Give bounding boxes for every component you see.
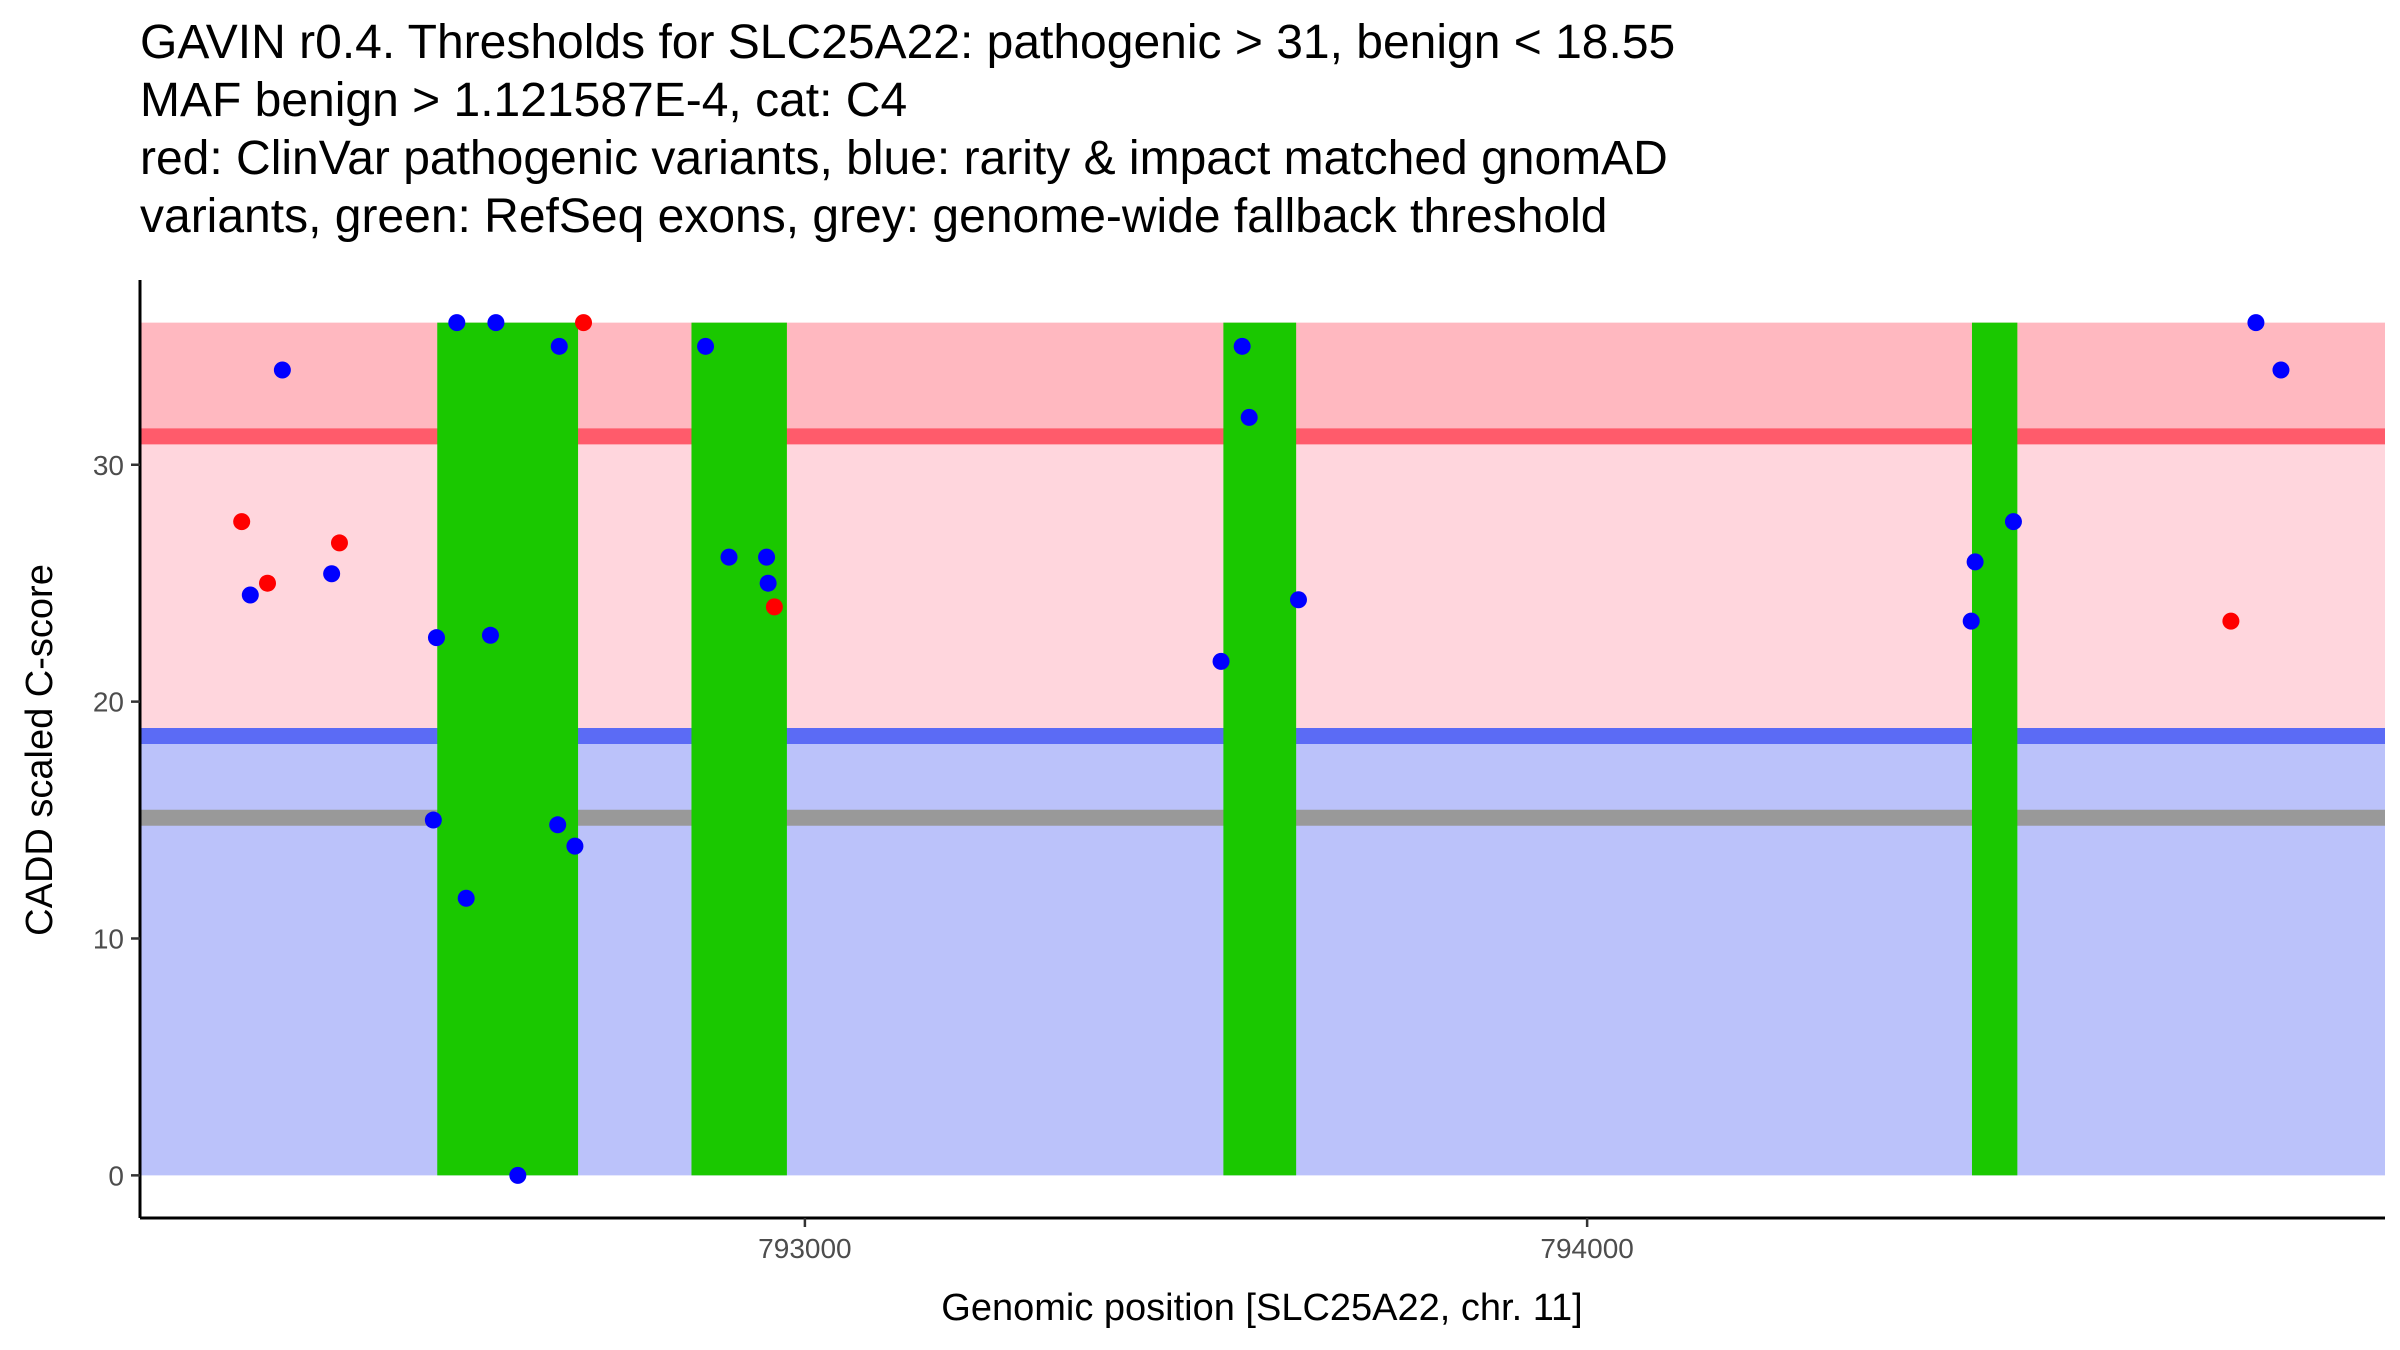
benign-variant-point bbox=[2004, 513, 2022, 531]
benign-variant-point bbox=[323, 565, 341, 583]
title-line-2: MAF benign > 1.121587E-4, cat: C4 bbox=[140, 74, 908, 127]
benign-variant-point bbox=[1212, 652, 1230, 670]
benign-variant-point bbox=[549, 816, 567, 834]
benign-variant-point bbox=[758, 548, 776, 566]
exon-bar bbox=[1971, 322, 2018, 1176]
benign-variant-point bbox=[427, 629, 445, 647]
benign-variant-point bbox=[759, 574, 777, 592]
title-line-3: red: ClinVar pathogenic variants, blue: … bbox=[140, 132, 1668, 185]
benign-variant-point bbox=[1233, 337, 1251, 355]
y-tick-label: 20 bbox=[93, 687, 124, 718]
benign-variant-point bbox=[550, 337, 568, 355]
pathogenic-variant-point bbox=[575, 314, 593, 332]
benign-variant-point bbox=[697, 337, 715, 355]
title-line-1: GAVIN r0.4. Thresholds for SLC25A22: pat… bbox=[140, 16, 1676, 69]
benign-variant-point bbox=[487, 314, 505, 332]
pathogenic-variant-point bbox=[233, 513, 251, 531]
benign-variant-point bbox=[720, 548, 738, 566]
benign-variant-point bbox=[1240, 408, 1258, 426]
axes: 0 10 20 30 793000 794000 bbox=[93, 280, 2385, 1264]
benign-variant-point bbox=[481, 626, 499, 644]
y-axis-title: CADD scaled C-score bbox=[19, 564, 61, 936]
y-tick-label: 30 bbox=[93, 450, 124, 481]
y-tick-label: 0 bbox=[108, 1160, 124, 1191]
benign-variant-point bbox=[1966, 553, 1984, 571]
x-tick-label: 794000 bbox=[1540, 1233, 1633, 1264]
benign-variant-point bbox=[241, 586, 259, 604]
variant-points bbox=[233, 314, 2290, 1184]
benign-variant-point bbox=[2247, 314, 2265, 332]
benign-variant-point bbox=[509, 1166, 527, 1184]
pathogenic-variant-point bbox=[765, 598, 783, 616]
y-tick-label: 10 bbox=[93, 923, 124, 954]
exon-bars bbox=[437, 322, 2018, 1176]
pathogenic-variant-point bbox=[259, 574, 277, 592]
benign-variant-point bbox=[448, 314, 466, 332]
chart-title: GAVIN r0.4. Thresholds for SLC25A22: pat… bbox=[140, 14, 1675, 246]
benign-variant-point bbox=[1289, 591, 1307, 609]
benign-variant-point bbox=[457, 889, 475, 907]
benign-variant-point bbox=[2272, 361, 2290, 379]
benign-variant-point bbox=[424, 811, 442, 829]
title-line-4: variants, green: RefSeq exons, grey: gen… bbox=[140, 190, 1608, 243]
exon-bar bbox=[691, 322, 787, 1176]
exon-bar bbox=[1223, 322, 1297, 1176]
benign-variant-point bbox=[566, 837, 584, 855]
pathogenic-variant-point bbox=[2222, 612, 2240, 630]
x-tick-label: 793000 bbox=[758, 1233, 851, 1264]
exon-bar bbox=[437, 322, 579, 1176]
benign-variant-point bbox=[1962, 612, 1980, 630]
benign-variant-point bbox=[273, 361, 291, 379]
x-axis-title: Genomic position [SLC25A22, chr. 11] bbox=[941, 1287, 1582, 1329]
pathogenic-variant-point bbox=[330, 534, 348, 552]
